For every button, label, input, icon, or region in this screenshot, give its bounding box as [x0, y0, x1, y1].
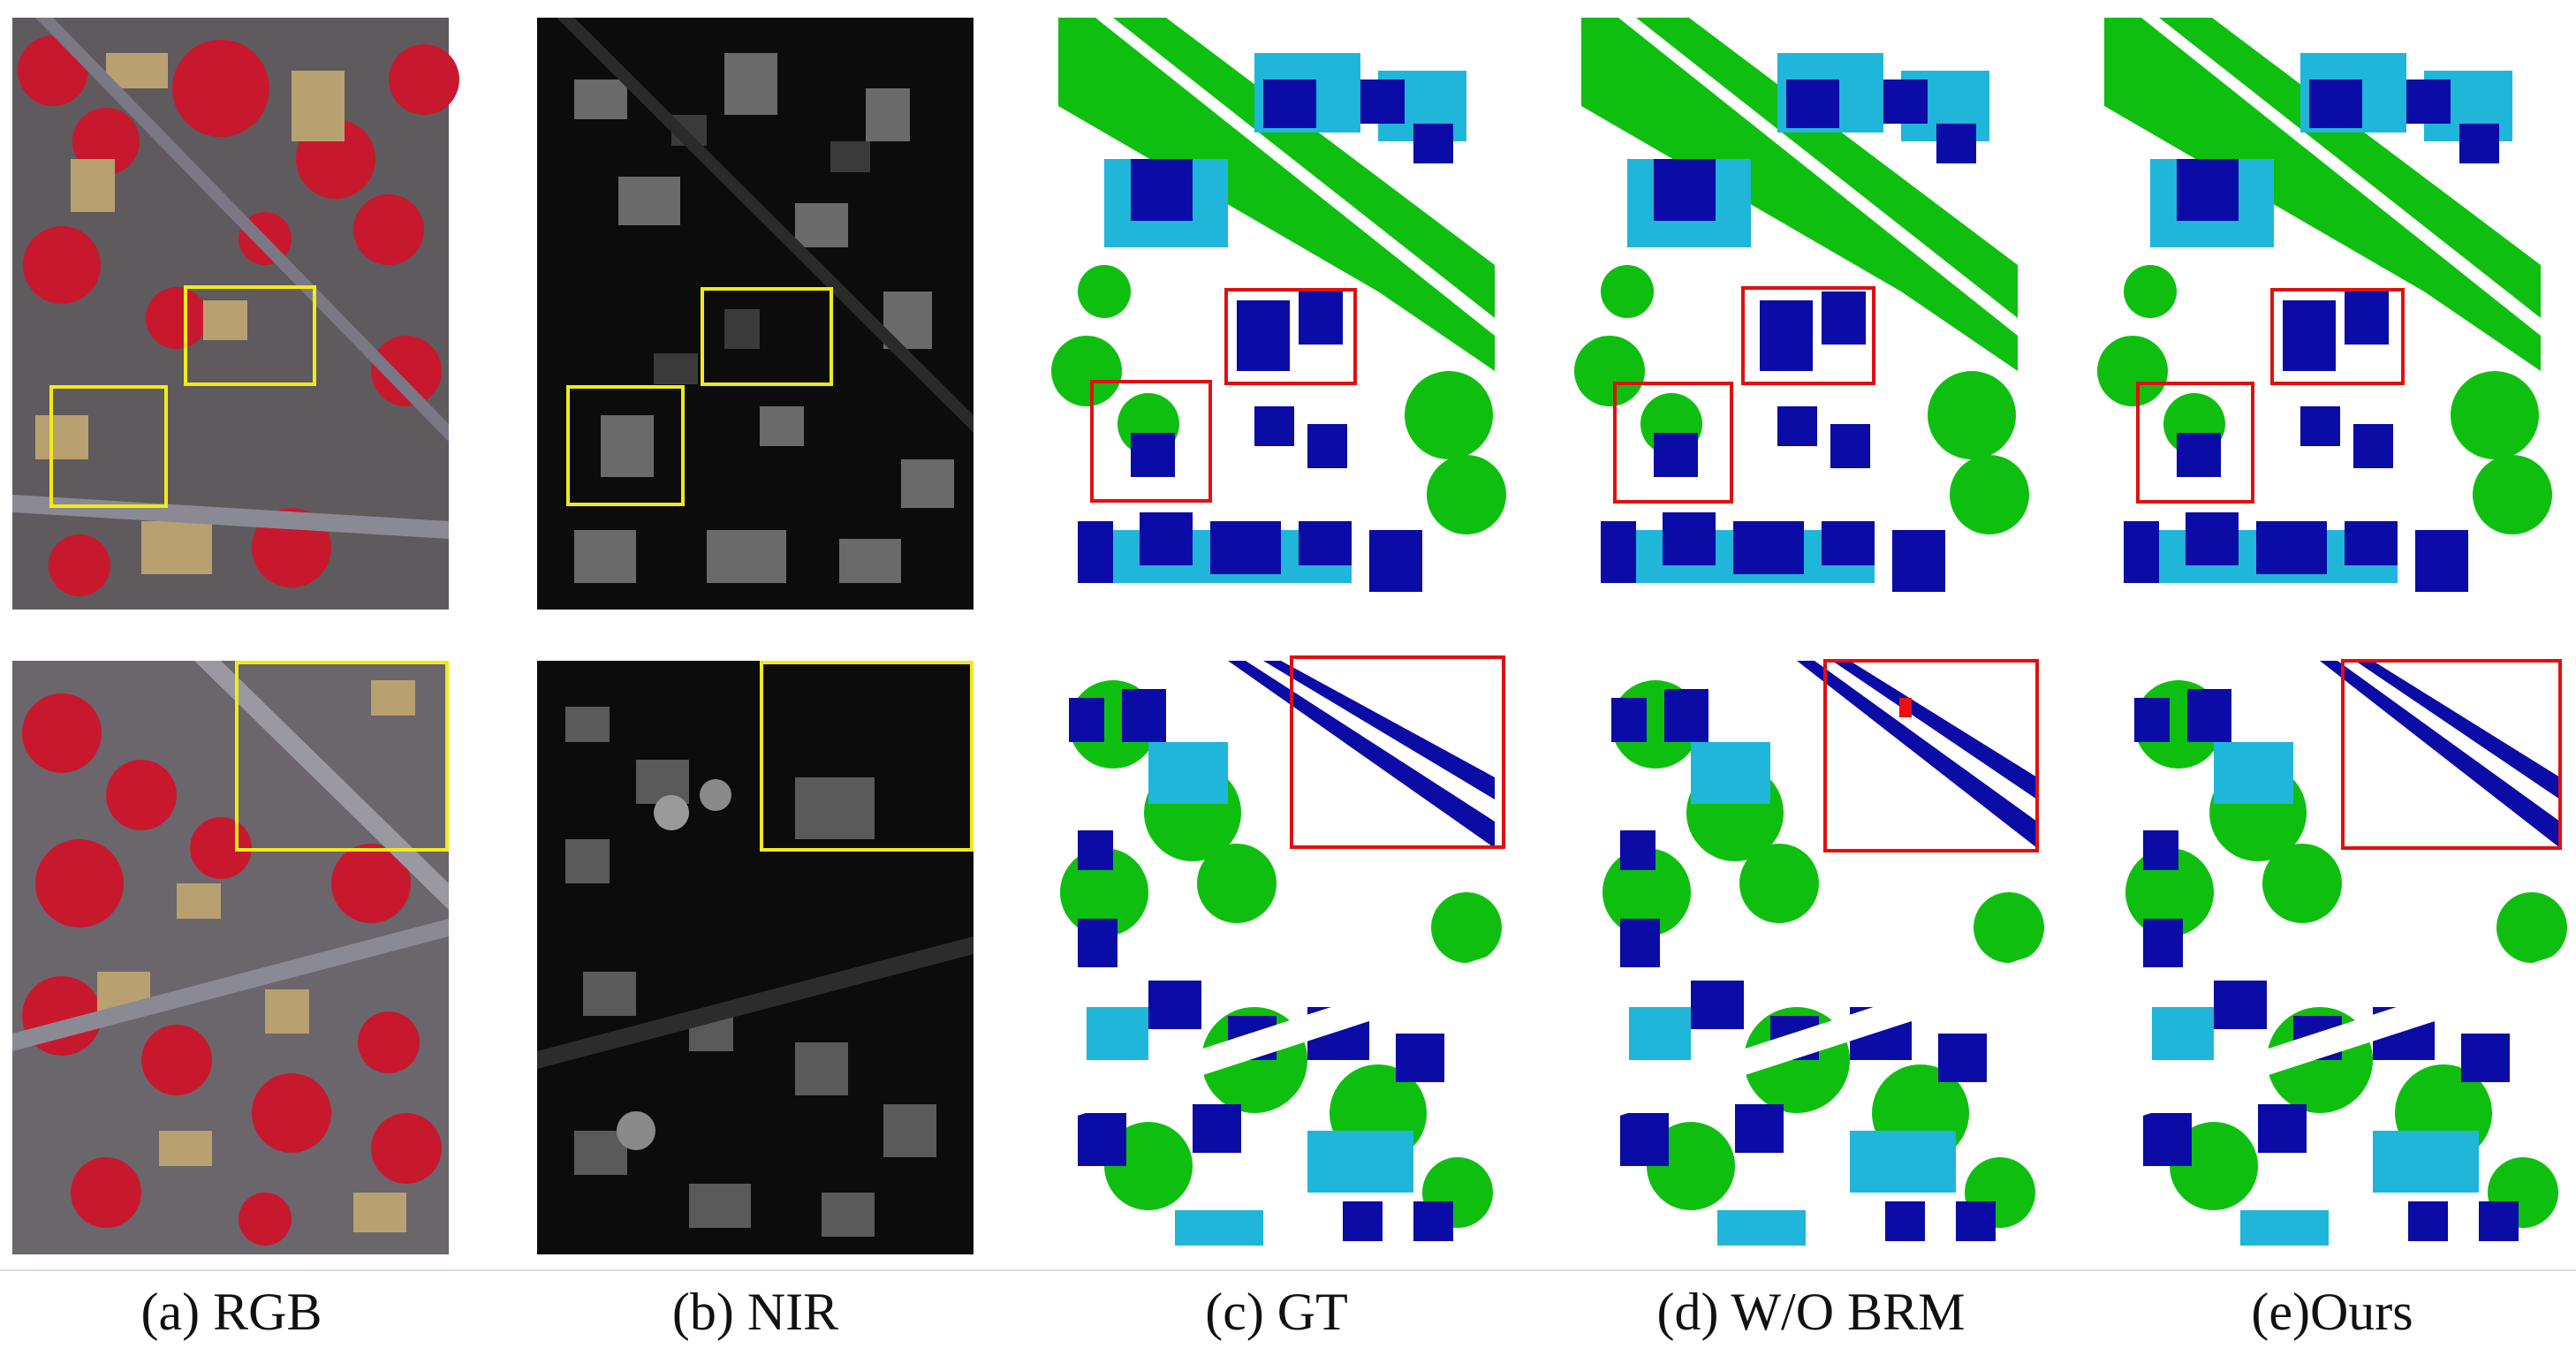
caption-gt: (c) GT	[1205, 1283, 1348, 1341]
rgb-image-row-2	[12, 661, 449, 1254]
nir-image-row-2	[537, 661, 974, 1254]
rgb-image-row-1	[12, 18, 459, 610]
wo-brm-map-row-2	[1601, 659, 2044, 1254]
row-2	[12, 655, 2567, 1254]
ours-map-row-2	[2124, 659, 2567, 1254]
gt-map-row-1	[1051, 18, 1506, 610]
caption-nir: (b) NIR	[671, 1283, 839, 1341]
caption-wo-brm: (d) W/O BRM	[1656, 1283, 1966, 1341]
caption-ours: (e)Ours	[2251, 1283, 2413, 1341]
nir-image-row-1	[537, 18, 974, 610]
ours-map-row-1	[2097, 18, 2552, 610]
wo-brm-map-row-1	[1574, 18, 2029, 610]
caption-rgb: (a) RGB	[140, 1283, 322, 1341]
gt-map-row-2	[1058, 655, 1505, 1254]
row-1	[12, 18, 2552, 610]
